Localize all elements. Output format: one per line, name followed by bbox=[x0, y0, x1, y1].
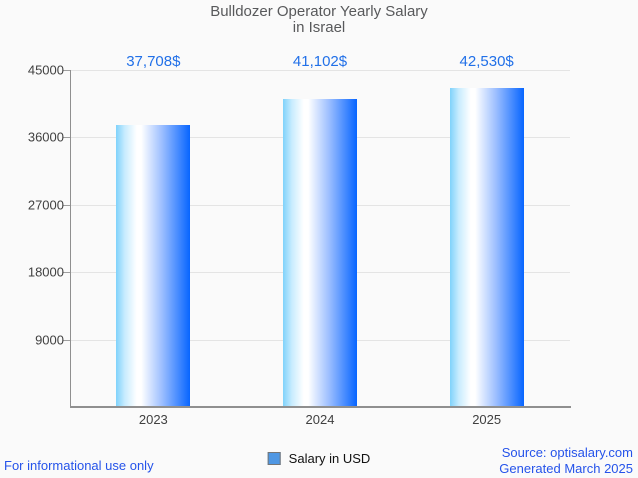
gridline bbox=[70, 70, 570, 71]
y-axis-line bbox=[70, 70, 71, 407]
y-axis-label: 9000 bbox=[35, 332, 64, 348]
legend-label: Salary in USD bbox=[288, 451, 371, 466]
generated-date: Generated March 2025 bbox=[499, 461, 633, 476]
chart-title-line1: Bulldozer Operator Yearly Salary bbox=[210, 3, 428, 20]
chart-title: Bulldozer Operator Yearly Salary in Isra… bbox=[0, 4, 638, 36]
chart-title-line2: in Israel bbox=[292, 19, 346, 36]
bar-2025[interactable] bbox=[449, 88, 524, 407]
y-axis-label: 45000 bbox=[27, 62, 64, 78]
y-axis-label: 18000 bbox=[27, 264, 64, 280]
x-axis-label: 2023 bbox=[138, 412, 168, 427]
value-label: 42,530$ bbox=[459, 53, 514, 70]
value-label: 37,708$ bbox=[126, 53, 181, 70]
x-axis-label: 2025 bbox=[472, 412, 502, 427]
legend: Salary in USD bbox=[267, 451, 371, 466]
y-axis-label: 27000 bbox=[27, 197, 64, 213]
y-axis-tick bbox=[63, 137, 70, 139]
y-axis-tick bbox=[63, 70, 70, 71]
bar-2024[interactable] bbox=[283, 99, 357, 407]
source-link[interactable]: Source: optisalary.com bbox=[501, 445, 633, 460]
y-axis-label: 36000 bbox=[27, 129, 64, 145]
source-block: Source: optisalary.com Generated March 2… bbox=[499, 445, 633, 477]
y-axis-tick bbox=[63, 339, 70, 341]
x-axis-label: 2024 bbox=[305, 412, 335, 427]
bar-2023[interactable] bbox=[116, 124, 191, 407]
y-axis-tick bbox=[63, 272, 70, 274]
x-axis-line bbox=[70, 406, 571, 408]
legend-marker-icon bbox=[267, 452, 281, 465]
disclaimer-text: For informational use only bbox=[4, 458, 154, 473]
y-axis-tick bbox=[63, 204, 70, 206]
value-label: 41,102$ bbox=[292, 53, 348, 70]
